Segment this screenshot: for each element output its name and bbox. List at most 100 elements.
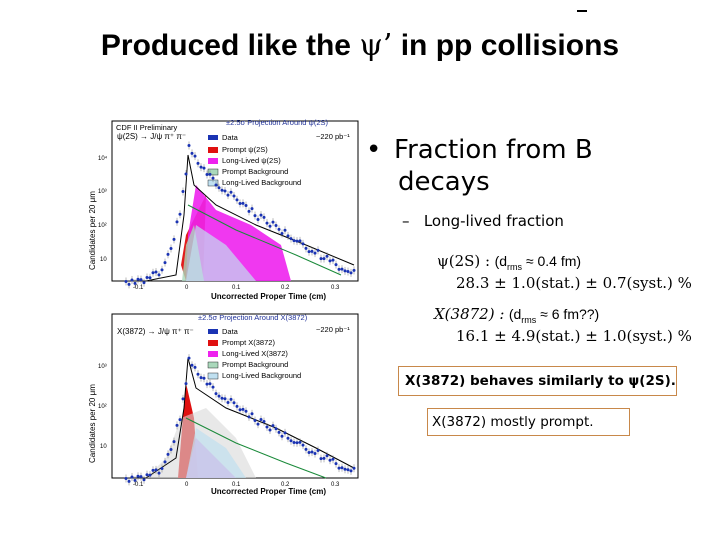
title-psi: ψ’ xyxy=(359,28,393,63)
data-point xyxy=(226,400,230,404)
data-point xyxy=(265,221,269,225)
plot1-fit-line xyxy=(145,154,355,282)
plot1-ytick-0: 10⁴ xyxy=(98,155,108,162)
data-point xyxy=(196,372,200,376)
legend-swatch-promptbkg xyxy=(207,361,219,369)
data-point xyxy=(352,466,356,470)
data-point xyxy=(133,281,137,285)
plot-psi2s: CDF II Preliminary ±2.5σ Projection Arou… xyxy=(86,115,362,303)
legend-swatch-data xyxy=(208,135,218,140)
plot2-xtick-0: -0.1 xyxy=(133,482,144,488)
plot2-fit-line xyxy=(145,357,355,479)
data-point xyxy=(319,457,323,461)
x3872-label: X(3872) : xyxy=(434,305,505,323)
legend-llbkg: Long-Lived Background xyxy=(222,371,301,380)
data-point xyxy=(280,434,284,438)
plot1-xtick-2: 0.1 xyxy=(232,285,241,291)
data-point xyxy=(262,215,266,219)
data-point xyxy=(316,449,320,453)
antiproton-overbar xyxy=(577,10,587,12)
legend-swatch-prompt xyxy=(208,340,218,346)
data-point xyxy=(196,161,200,165)
data-point xyxy=(166,452,170,456)
data-point xyxy=(325,454,329,458)
data-point xyxy=(337,267,341,271)
plot2-llbkg-line xyxy=(185,417,327,479)
data-point xyxy=(244,204,248,208)
x3872-note-rest: ≈ 6 fm??) xyxy=(536,306,600,322)
data-point xyxy=(214,183,218,187)
data-point xyxy=(199,165,203,169)
plot2-projection: ±2.5σ Projection Around X(3872) xyxy=(198,313,308,322)
data-point xyxy=(226,193,230,197)
data-point xyxy=(295,239,299,243)
psi2s-note-sub: rms xyxy=(507,261,523,272)
bullet-fraction: • Fraction from B decays xyxy=(366,134,593,198)
data-point xyxy=(310,450,314,454)
data-point xyxy=(178,418,182,422)
x3872-result: X(3872) : (drms ≈ 6 fm??) xyxy=(434,305,599,325)
data-point xyxy=(286,436,290,440)
data-point xyxy=(157,471,161,475)
data-point xyxy=(307,450,311,454)
data-point xyxy=(211,385,215,389)
plot2-legend: Data Prompt X(3872) Long-Lived X(3872) P… xyxy=(207,327,301,380)
legend-longlived: Long-Lived X(3872) xyxy=(222,349,288,358)
data-point xyxy=(259,213,263,217)
data-point xyxy=(235,198,239,202)
data-point xyxy=(157,273,161,277)
data-point xyxy=(229,397,233,401)
bullet-marker: • xyxy=(366,135,382,165)
data-point xyxy=(265,425,269,429)
x3872-note-sub: rms xyxy=(521,314,537,325)
data-point xyxy=(127,282,131,286)
data-point xyxy=(199,376,203,380)
data-point xyxy=(208,382,212,386)
legend-data: Data xyxy=(222,327,239,336)
data-point xyxy=(289,439,293,443)
plot1-legend: Data Prompt ψ(2S) Long-Lived ψ(2S) Promp… xyxy=(207,133,301,187)
data-point xyxy=(274,224,278,228)
data-point xyxy=(334,263,338,267)
data-point xyxy=(268,428,272,432)
data-point xyxy=(223,397,227,401)
data-point xyxy=(229,190,233,194)
legend-promptbkg: Prompt Background xyxy=(222,360,288,369)
data-point xyxy=(250,412,254,416)
data-point xyxy=(292,440,296,444)
data-point xyxy=(193,154,197,158)
psi2s-note-rest: ≈ 0.4 fm) xyxy=(522,253,582,269)
plot1-xtick-4: 0.3 xyxy=(331,285,340,291)
legend-prompt: Prompt X(3872) xyxy=(222,338,275,347)
data-point xyxy=(154,270,158,274)
data-point xyxy=(208,172,212,176)
plot2-data-points xyxy=(124,354,356,486)
data-point xyxy=(202,376,206,380)
data-point xyxy=(247,415,251,419)
plot1-projection: ±2.5σ Projection Around ψ(2S) xyxy=(226,118,329,127)
data-point xyxy=(202,166,206,170)
data-point xyxy=(127,479,131,483)
plot2-llbkg-fill xyxy=(186,428,246,478)
data-point xyxy=(283,228,287,232)
data-point xyxy=(247,209,251,213)
data-point xyxy=(130,475,134,479)
data-point xyxy=(298,440,302,444)
psi2s-result: ψ(2S) : (drms ≈ 0.4 fm) xyxy=(437,252,581,272)
data-point xyxy=(319,257,323,261)
data-point xyxy=(232,194,236,198)
data-point xyxy=(175,423,179,427)
data-point xyxy=(283,431,287,435)
data-point xyxy=(295,441,299,445)
psi2s-note: (d xyxy=(494,253,508,269)
data-point xyxy=(340,466,344,470)
data-point xyxy=(253,419,257,423)
conclusion-box-prompt: X(3872) mostly prompt. xyxy=(427,408,630,436)
data-point xyxy=(286,234,290,238)
plot1-llbkg-fill xyxy=(186,225,256,281)
plot1-data-points xyxy=(124,141,356,289)
data-point xyxy=(313,251,317,255)
data-point xyxy=(298,239,302,243)
data-point xyxy=(301,242,305,246)
legend-prompt: Prompt ψ(2S) xyxy=(222,145,268,154)
